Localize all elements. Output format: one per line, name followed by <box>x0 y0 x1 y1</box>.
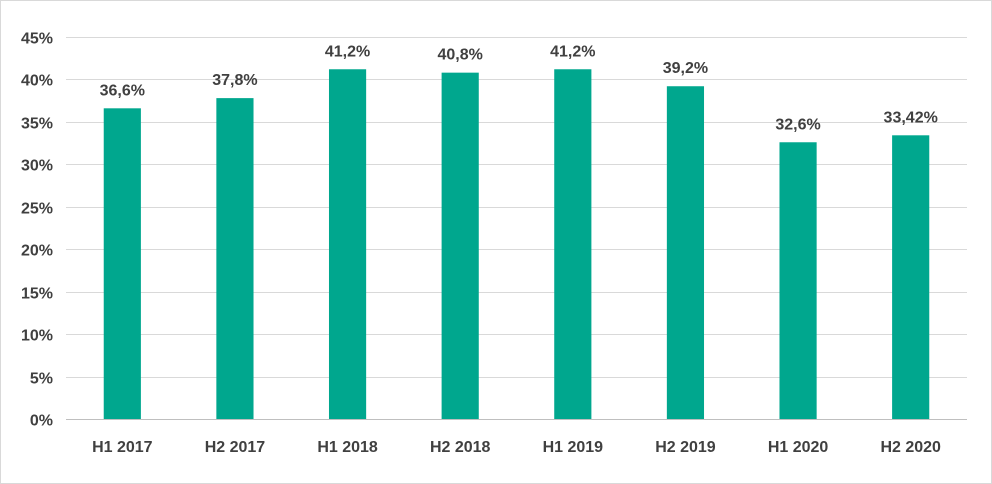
bar <box>892 135 930 419</box>
x-tick-label: H1 2017 <box>92 439 153 456</box>
bar <box>216 98 254 420</box>
x-tick-label: H1 2019 <box>543 439 604 456</box>
bar <box>554 69 592 419</box>
bar <box>328 69 367 419</box>
y-tick-label: 20% <box>21 243 53 260</box>
data-label: 41,2% <box>550 43 595 60</box>
x-tick-label: H1 2020 <box>768 439 829 456</box>
data-label: 41,2% <box>325 43 370 60</box>
bar <box>103 108 141 419</box>
y-axis-tick-labels: 0% 5% 10% 15% 20% 25% 30% 35% 40% 45% <box>21 31 53 430</box>
y-tick-label: 5% <box>30 371 53 388</box>
y-tick-label: 15% <box>21 286 53 303</box>
bars <box>103 69 930 420</box>
data-label: 37,8% <box>212 72 257 89</box>
bar <box>779 142 817 420</box>
data-label: 39,2% <box>663 60 708 77</box>
y-tick-label: 10% <box>21 328 53 345</box>
y-tick-label: 0% <box>30 413 53 430</box>
x-tick-label: H1 2018 <box>317 439 378 456</box>
data-label: 36,6% <box>100 82 145 99</box>
x-tick-label: H2 2017 <box>205 439 266 456</box>
bar <box>441 72 479 420</box>
gridlines <box>66 37 967 420</box>
x-tick-label: H2 2019 <box>655 439 716 456</box>
y-tick-label: 35% <box>21 116 53 133</box>
x-axis-tick-labels: H1 2017 H2 2017 H1 2018 H2 2018 H1 2019 H2 20… <box>92 439 941 456</box>
y-tick-label: 25% <box>21 201 53 218</box>
bar <box>666 86 705 419</box>
data-label: 40,8% <box>438 47 483 64</box>
data-labels: 36,6% 37,8% 41,2% 40,8% 41,2% 39,2% 32,6% 33,42… <box>100 43 938 133</box>
y-tick-label: 30% <box>21 158 53 175</box>
data-label: 33,42% <box>884 109 938 126</box>
y-tick-label: 40% <box>21 73 53 90</box>
data-label: 32,6% <box>775 116 820 133</box>
x-tick-label: H2 2018 <box>430 439 491 456</box>
x-tick-label: H2 2020 <box>880 439 941 456</box>
y-tick-label: 45% <box>21 31 53 48</box>
